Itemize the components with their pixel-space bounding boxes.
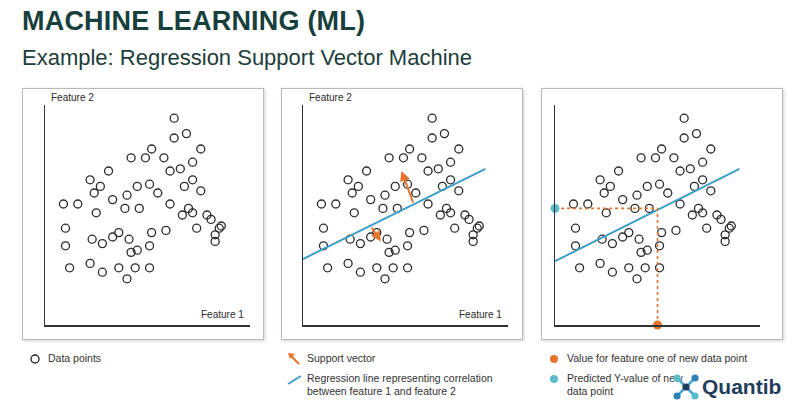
svg-text:Feature 2: Feature 2	[51, 92, 94, 103]
html-text:Quantib: Quantib	[702, 375, 782, 398]
html-text:Value for feature one of new d: Value for feature one of new data point	[567, 352, 748, 364]
html-text:Predicted Y-value of new data: Predicted Y-value of new data point	[567, 372, 683, 397]
html-text:Support vector: Support vector	[307, 352, 376, 364]
svg-text:Feature 1: Feature 1	[201, 309, 244, 320]
html-text:Data points: Data points	[48, 352, 102, 364]
html-text:Example: Regression Support Ve: Example: Regression Support Vector Machi…	[22, 45, 472, 70]
html-text:Regression line representing c: Regression line representing correlation…	[307, 372, 493, 397]
svg-text:Feature 2: Feature 2	[309, 92, 352, 103]
html-text:MACHINE LEARNING (ML): MACHINE LEARNING (ML)	[22, 6, 366, 36]
svg-text:Feature 1: Feature 1	[459, 309, 502, 320]
